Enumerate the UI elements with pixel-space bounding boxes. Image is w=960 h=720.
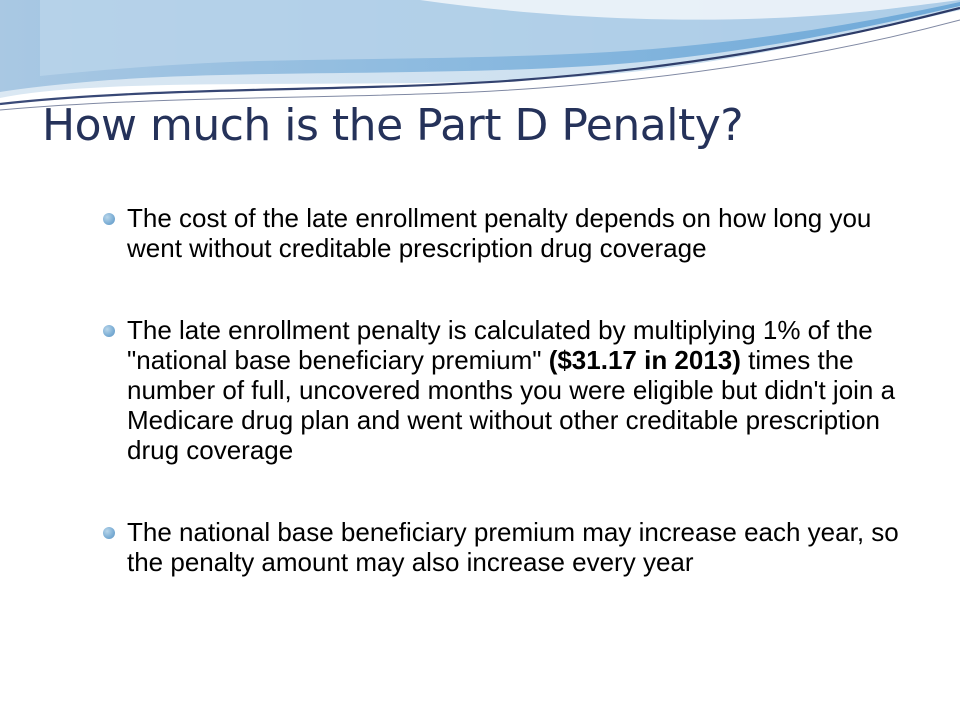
bullet-marker-icon xyxy=(103,213,115,225)
header-wave-banner xyxy=(0,0,960,111)
bullet-marker-icon xyxy=(103,527,115,539)
bullet-marker-icon xyxy=(103,325,115,337)
bullet-item-premium-increase: The national base beneficiary premium ma… xyxy=(103,517,903,577)
bullet-item-calculation: The late enrollment penalty is calculate… xyxy=(103,315,903,465)
bullet-text: The national base beneficiary premium ma… xyxy=(127,517,899,577)
bullet-item-cost-depends: The cost of the late enrollment penalty … xyxy=(103,203,903,263)
slide-title: How much is the Part D Penalty? xyxy=(42,100,744,151)
bullet-text-bold-premium-amount: ($31.17 in 2013) xyxy=(548,345,741,375)
bullet-text-after: times the number of full, uncovered mont… xyxy=(127,345,896,465)
bullet-list: The cost of the late enrollment penalty … xyxy=(103,203,903,577)
bullet-text: The cost of the late enrollment penalty … xyxy=(127,203,872,263)
bullet-text-before: The late enrollment penalty is calculate… xyxy=(127,315,873,375)
